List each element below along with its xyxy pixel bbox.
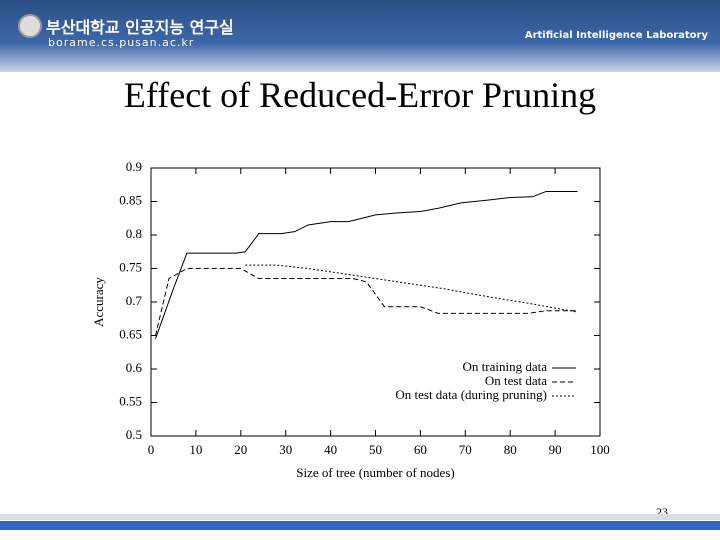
x-tick-label: 50 [369,442,382,457]
x-tick-label: 80 [504,442,517,457]
slide-title: Effect of Reduced-Error Pruning [123,75,597,115]
logo [18,14,42,38]
footer-stripe [0,521,720,530]
legend-label: On test data [485,373,547,388]
x-tick-label: 10 [189,442,202,457]
x-tick-label: 20 [234,442,247,457]
x-tick-label: 60 [414,442,427,457]
x-tick-label: 30 [279,442,292,457]
series-line [245,264,578,313]
footer-stripe [0,514,720,520]
y-tick-label: 0.65 [119,326,142,341]
x-tick-label: 70 [459,442,472,457]
chart: 0.5 0.55 0.6 0.65 0.7 0.75 0.8 0.85 0.9 0 10 20 30 40… [91,159,610,480]
x-tick-label: 100 [590,442,610,457]
series-line [155,268,578,336]
y-tick-label: 0.5 [126,427,142,442]
lab-url: borame.cs.pusan.ac.kr [48,36,195,49]
header-banner [0,0,720,72]
legend-label: On training data [463,359,548,374]
y-tick-label: 0.55 [119,393,142,408]
y-tick-label: 0.9 [126,159,142,174]
x-axis-label: Size of tree (number of nodes) [296,465,454,480]
y-tick-label: 0.85 [119,192,142,207]
y-tick-label: 0.75 [119,259,142,274]
lab-english: Artificial Intelligence Laboratory [524,30,708,41]
series-line [155,190,578,340]
lab-korean: 부산대학교 인공지능 연구실 [46,18,234,37]
x-tick-label: 40 [324,442,337,457]
y-axis-label: Accuracy [91,277,106,327]
legend-label: On test data (during pruning) [395,387,547,402]
y-tick-label: 0.7 [126,293,143,308]
x-tick-label: 0 [148,442,155,457]
x-tick-label: 90 [549,442,562,457]
y-tick-label: 0.6 [126,360,143,375]
y-tick-label: 0.8 [126,226,142,241]
